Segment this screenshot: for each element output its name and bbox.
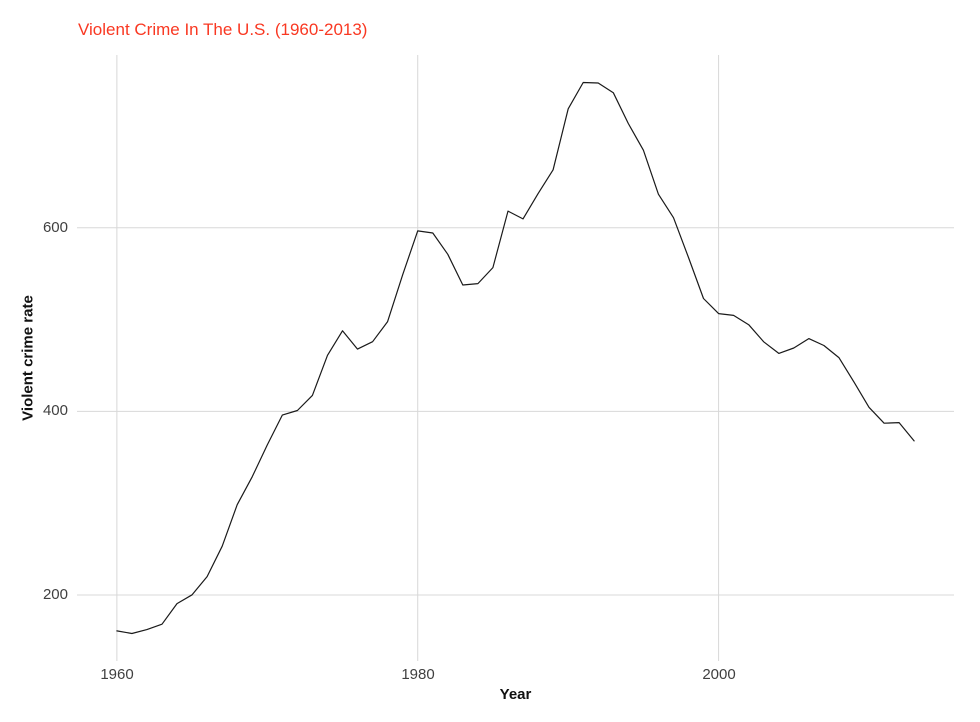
x-tick-label-2000: 2000 <box>702 666 736 683</box>
y-tick-label-200: 200 <box>42 586 68 603</box>
x-axis-title: Year <box>499 686 532 703</box>
x-tick-label-1960: 1960 <box>100 666 134 683</box>
series-line-violent-crime-rate <box>116 81 915 635</box>
y-axis-title: Violent crime rate <box>19 295 37 421</box>
y-tick-label-400: 400 <box>42 402 68 419</box>
chart-title: Violent Crime In The U.S. (1960-2013) <box>78 20 368 39</box>
y-tick-label-600: 600 <box>42 219 68 236</box>
x-tick-label-1980: 1980 <box>401 666 435 683</box>
